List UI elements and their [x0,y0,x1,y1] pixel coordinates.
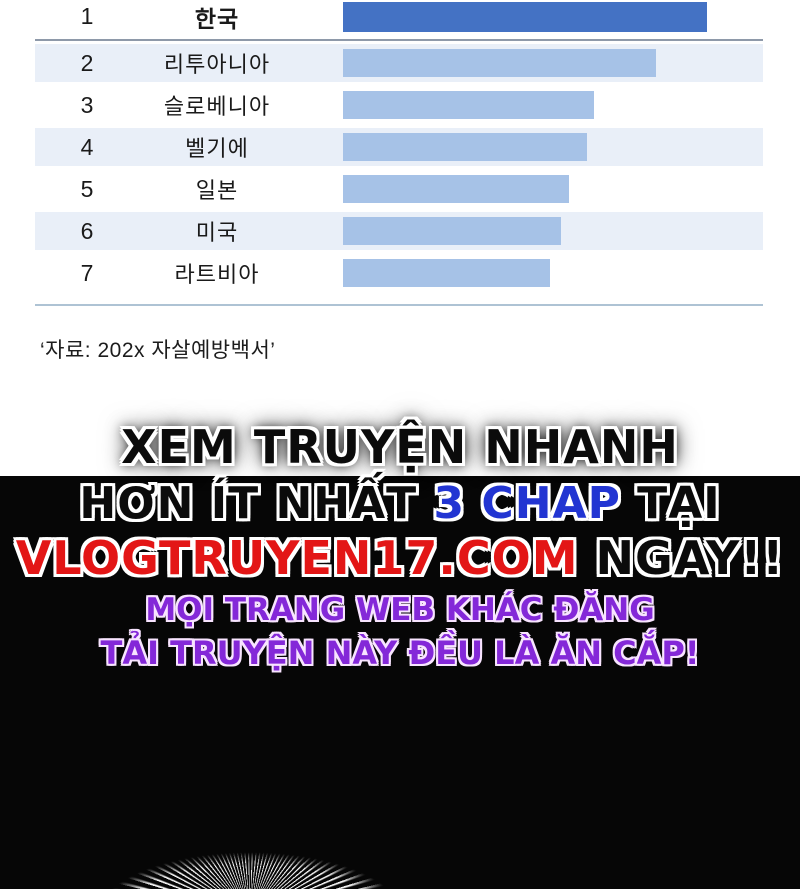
source-note: ‘자료: 202x 자살예방백서’ [40,339,276,362]
chap-count-highlight: 3 CHAP [433,478,621,529]
bar-track [295,259,763,287]
country-cell: 미국 [195,220,239,245]
bar [343,259,550,287]
bar [343,91,594,119]
bar-track [295,175,763,203]
speed-line-burst [95,845,405,889]
table-row: 1 한국 [35,0,763,33]
country-cell: 라트비아 [174,262,260,287]
ranking-table: 1 한국 2 리투아니아 3 슬로베니아 4 벨기에 [35,0,763,306]
rank-cell: 6 [80,217,94,244]
country-cell: 벨기에 [185,136,249,161]
bar [343,175,569,203]
bar-track [295,49,763,77]
country-cell: 슬로베니아 [163,94,271,119]
promo-line-3-suffix: NGAY!! [578,531,785,585]
bar [343,133,587,161]
rank-cell: 7 [80,259,94,286]
bar-track [295,217,763,245]
bar [343,1,707,32]
table-row: 2 리투아니아 [35,44,763,82]
promo-line-2-prefix: HƠN ÍT NHẤT [79,478,434,529]
promo-line-4: MỌI TRANG WEB KHÁC ĐĂNG [145,592,655,628]
country-cell: 한국 [194,5,240,32]
table-row: 4 벨기에 [35,128,763,166]
rank-cell: 1 [80,3,94,29]
site-url-text: VLOGTRUYEN17.COM [15,531,579,585]
promo-line-2: HƠN ÍT NHẤT 3 CHAP TẠI [0,478,800,529]
bar-track [295,133,763,161]
rank-cell: 3 [80,91,94,118]
country-cell: 리투아니아 [163,52,271,77]
promo-line-2-suffix: TẠI [620,478,721,529]
black-background [0,476,800,889]
table-row: 6 미국 [35,212,763,250]
promo-line-5: TẢI TRUYỆN NÀY ĐỀU LÀ ĂN CẮP! [100,634,700,672]
promo-line-1: XEM TRUYỆN NHANH [121,420,679,474]
promo-line-3: VLOGTRUYEN17.COM NGAY!! [0,531,800,585]
row-separator [35,39,763,41]
rank-cell: 5 [80,175,94,202]
table-row: 3 슬로베니아 [35,86,763,124]
rank-cell: 2 [80,49,94,76]
bar [343,49,656,77]
country-cell: 일본 [195,178,239,203]
bar-track [295,1,763,32]
table-bottom-border [35,304,763,306]
bar-track [295,91,763,119]
rank-cell: 4 [80,133,94,160]
table-row: 7 라트비아 [35,254,763,292]
bar [343,217,561,245]
table-row: 5 일본 [35,170,763,208]
